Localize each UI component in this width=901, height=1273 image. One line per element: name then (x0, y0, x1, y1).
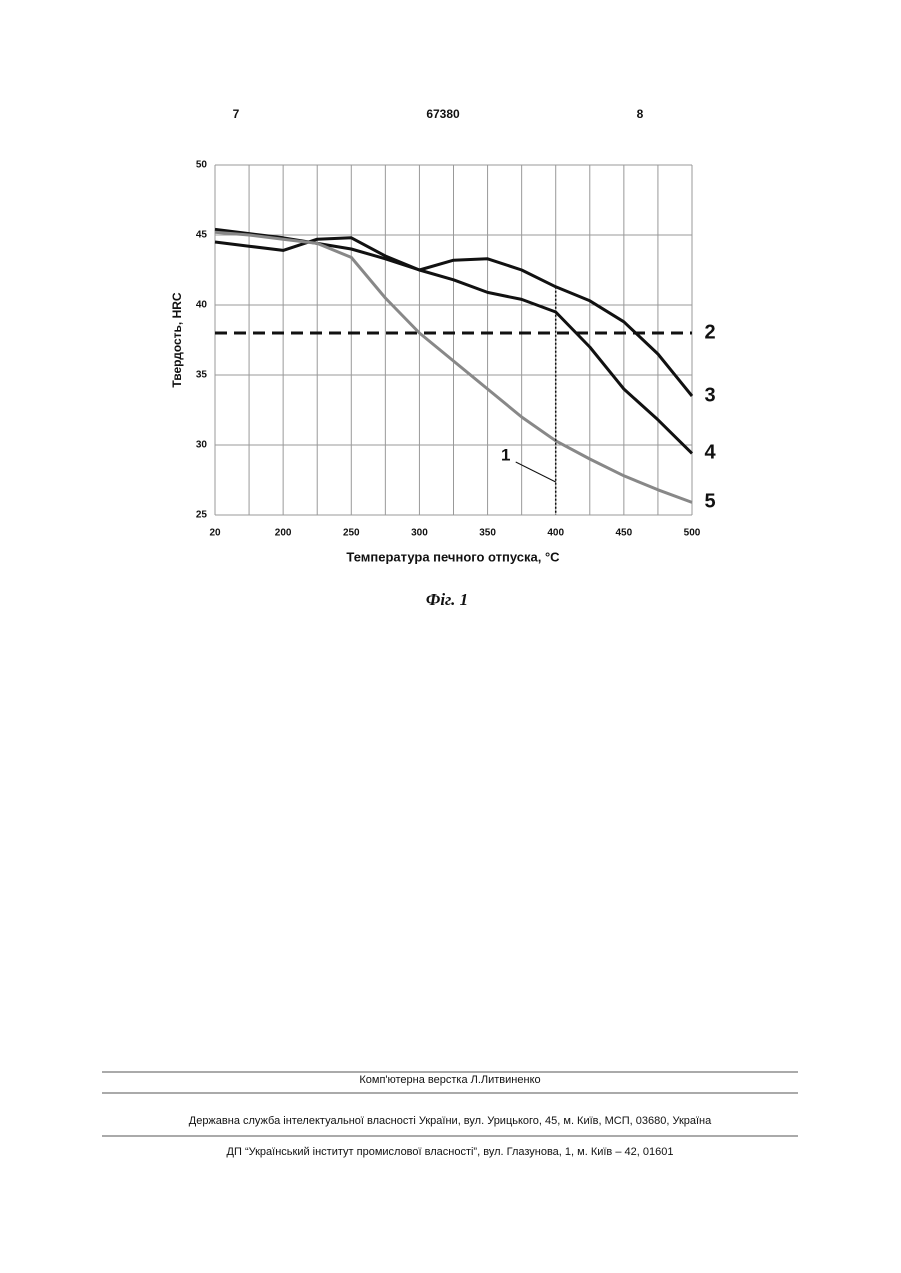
y-axis-label: Твердость, HRC (170, 292, 184, 388)
x-tick-label: 350 (479, 528, 496, 539)
x-tick-label: 400 (547, 528, 564, 539)
footer-text: Комп'ютерна верстка Л.Литвиненко (359, 1074, 540, 1086)
series-label: 4 (704, 442, 716, 464)
footer-text: Державна служба інтелектуальної власност… (189, 1115, 712, 1127)
y-tick-label: 45 (196, 230, 208, 241)
x-tick-label: 200 (275, 528, 292, 539)
annotation: 1 (501, 445, 510, 464)
x-axis-label: Температура печного отпуска, °C (346, 549, 560, 564)
x-tick-label: 250 (343, 528, 360, 539)
figure-caption: Фіг. 1 (426, 590, 468, 609)
footer-text: ДП “Український інститут промислової вла… (227, 1146, 674, 1158)
series-label: 5 (704, 491, 715, 513)
y-tick-label: 30 (196, 440, 208, 451)
x-tick-label: 500 (684, 528, 701, 539)
patent-number: 67380 (426, 107, 460, 121)
page-number-right: 8 (637, 107, 644, 121)
y-tick-label: 50 (196, 160, 208, 171)
x-tick-label: 450 (616, 528, 633, 539)
x-tick-label: 20 (209, 528, 221, 539)
series-label: 2 (704, 321, 715, 343)
page-number-left: 7 (233, 107, 240, 121)
y-tick-label: 25 (196, 510, 208, 521)
page: 7 67380 8 Твердость, HRC Температура печ… (0, 0, 901, 1273)
y-tick-label: 35 (196, 370, 208, 381)
x-tick-label: 300 (411, 528, 428, 539)
series-label: 3 (704, 384, 715, 406)
y-tick-label: 40 (196, 300, 208, 311)
